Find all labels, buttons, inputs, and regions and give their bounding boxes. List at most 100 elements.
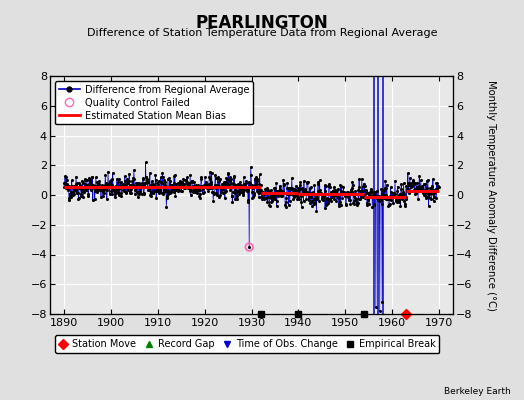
Point <box>82 186 90 193</box>
Point <box>277 191 285 198</box>
Point <box>151 172 159 178</box>
Point <box>294 188 302 195</box>
Point <box>81 177 89 183</box>
Point <box>346 190 354 196</box>
Point <box>342 202 351 208</box>
Point <box>359 180 368 187</box>
Point <box>433 180 441 186</box>
Point <box>195 194 204 201</box>
Point <box>271 195 280 202</box>
Point <box>404 186 412 193</box>
Point <box>393 188 401 194</box>
Point <box>402 183 410 190</box>
Point <box>275 190 283 197</box>
Point <box>356 196 364 202</box>
Point <box>69 192 77 199</box>
Text: Berkeley Earth: Berkeley Earth <box>444 387 511 396</box>
Point <box>368 193 376 199</box>
Point <box>138 183 146 190</box>
Point <box>292 191 301 197</box>
Point <box>178 179 187 186</box>
Point <box>102 184 111 190</box>
Point <box>106 178 115 184</box>
Point <box>162 204 170 210</box>
Point <box>422 178 431 184</box>
Point <box>132 185 140 191</box>
Point <box>293 192 301 198</box>
Point <box>422 186 431 193</box>
Point <box>370 189 379 196</box>
Point <box>95 177 104 184</box>
Point <box>351 195 359 201</box>
Point <box>379 194 387 200</box>
Point <box>273 188 281 194</box>
Point <box>215 183 224 189</box>
Point <box>187 178 195 185</box>
Point <box>72 190 81 196</box>
Point <box>367 186 375 192</box>
Point <box>204 188 212 194</box>
Point <box>74 184 82 190</box>
Point <box>206 184 215 191</box>
Point <box>401 196 410 202</box>
Point <box>208 185 216 192</box>
Point <box>421 181 429 188</box>
Point <box>337 188 346 194</box>
Point <box>419 187 428 193</box>
Point <box>289 192 297 198</box>
Point <box>400 203 409 210</box>
Point <box>135 191 144 197</box>
Point <box>140 182 149 189</box>
Point <box>321 182 329 189</box>
Point <box>243 188 252 194</box>
Point <box>215 178 223 184</box>
Point <box>293 196 301 202</box>
Point <box>311 190 319 197</box>
Point <box>336 182 344 189</box>
Point <box>88 174 96 180</box>
Point <box>233 187 241 194</box>
Point <box>68 183 77 190</box>
Point <box>134 189 143 195</box>
Point <box>350 198 358 204</box>
Point <box>159 174 167 180</box>
Point <box>222 175 231 182</box>
Point <box>161 178 169 185</box>
Point <box>380 185 389 192</box>
Point <box>182 174 191 180</box>
Point <box>253 178 261 185</box>
Point <box>274 188 282 194</box>
Point <box>61 173 69 180</box>
Point <box>134 180 143 186</box>
Point <box>299 198 308 204</box>
Point <box>79 194 87 200</box>
Point <box>329 187 337 194</box>
Point <box>176 180 184 187</box>
Point <box>322 183 330 189</box>
Point <box>291 188 300 194</box>
Point <box>171 172 179 178</box>
Point <box>66 190 74 197</box>
Point <box>241 183 249 190</box>
Point <box>257 187 265 194</box>
Point <box>220 178 228 185</box>
Point <box>396 192 405 198</box>
Point <box>277 193 286 200</box>
Point <box>428 182 436 189</box>
Point <box>65 195 73 202</box>
Point <box>245 244 254 250</box>
Point <box>225 177 233 184</box>
Point <box>248 189 256 195</box>
Point <box>396 202 405 209</box>
Point <box>192 187 201 193</box>
Point <box>352 196 361 202</box>
Point <box>260 191 268 198</box>
Point <box>236 186 244 192</box>
Point <box>267 195 275 201</box>
Point <box>114 190 123 196</box>
Point <box>93 189 101 195</box>
Point <box>257 194 266 200</box>
Point <box>189 182 197 189</box>
Point <box>260 196 269 202</box>
Point <box>262 190 270 197</box>
